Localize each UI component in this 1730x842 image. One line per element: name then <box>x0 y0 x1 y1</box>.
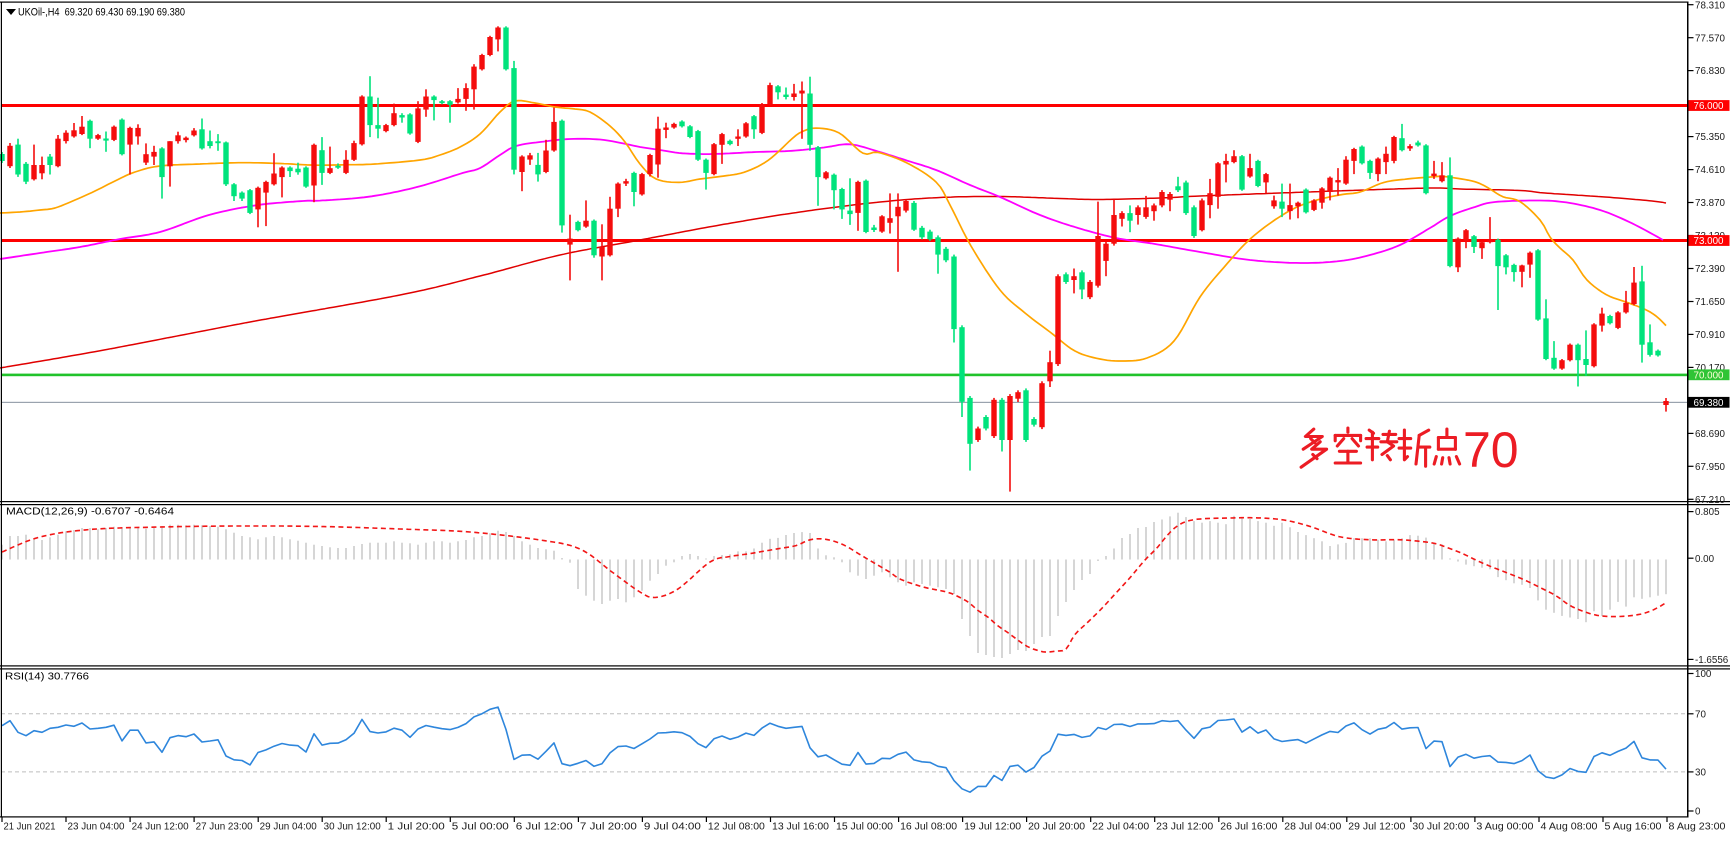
svg-text:5 Aug 16:00: 5 Aug 16:00 <box>1605 822 1663 833</box>
svg-text:16 Jul 08:00: 16 Jul 08:00 <box>900 822 958 833</box>
svg-text:23 Jun 04:00: 23 Jun 04:00 <box>68 822 126 833</box>
svg-text:29 Jul 12:00: 29 Jul 12:00 <box>1348 822 1406 833</box>
svg-text:MACD(12,26,9) -0.6707 -0.6464: MACD(12,26,9) -0.6707 -0.6464 <box>6 507 174 518</box>
svg-text:70.910: 70.910 <box>1695 330 1726 341</box>
svg-text:72.390: 72.390 <box>1695 264 1726 275</box>
svg-text:22 Jul 04:00: 22 Jul 04:00 <box>1092 822 1150 833</box>
svg-text:100: 100 <box>1695 669 1712 680</box>
svg-text:70: 70 <box>1695 709 1706 720</box>
svg-text:71.650: 71.650 <box>1695 297 1726 308</box>
svg-text:15 Jul 00:00: 15 Jul 00:00 <box>836 822 894 833</box>
svg-text:6 Jul 12:00: 6 Jul 12:00 <box>516 822 574 833</box>
svg-text:24 Jun 12:00: 24 Jun 12:00 <box>132 822 190 833</box>
svg-text:0: 0 <box>1695 807 1701 818</box>
svg-text:26 Jul 16:00: 26 Jul 16:00 <box>1220 822 1278 833</box>
svg-text:30 Jun 12:00: 30 Jun 12:00 <box>324 822 382 833</box>
svg-text:1 Jul 20:00: 1 Jul 20:00 <box>388 822 446 833</box>
svg-text:4 Aug 08:00: 4 Aug 08:00 <box>1541 822 1599 833</box>
svg-text:0.805: 0.805 <box>1695 507 1720 518</box>
svg-text:78.310: 78.310 <box>1695 0 1726 11</box>
svg-text:28 Jul 04:00: 28 Jul 04:00 <box>1284 822 1342 833</box>
svg-text:73.000: 73.000 <box>1694 236 1725 247</box>
svg-text:68.690: 68.690 <box>1695 429 1726 440</box>
svg-text:0.00: 0.00 <box>1695 554 1715 565</box>
svg-text:30: 30 <box>1695 768 1706 779</box>
svg-text:-1.6556: -1.6556 <box>1695 655 1729 666</box>
svg-text:20 Jul 20:00: 20 Jul 20:00 <box>1028 822 1086 833</box>
svg-text:30 Jul 20:00: 30 Jul 20:00 <box>1412 822 1470 833</box>
svg-text:13 Jul 16:00: 13 Jul 16:00 <box>772 822 830 833</box>
svg-text:69.380: 69.380 <box>1694 398 1725 409</box>
svg-text:77.570: 77.570 <box>1695 33 1726 44</box>
svg-text:RSI(14) 30.7766: RSI(14) 30.7766 <box>5 672 89 683</box>
svg-text:70.000: 70.000 <box>1694 370 1725 381</box>
svg-text:3 Aug 00:00: 3 Aug 00:00 <box>1476 822 1534 833</box>
svg-text:70: 70 <box>1463 422 1519 478</box>
svg-text:74.610: 74.610 <box>1695 165 1726 176</box>
svg-text:70.170: 70.170 <box>1695 363 1726 374</box>
svg-text:67.210: 67.210 <box>1695 495 1726 506</box>
svg-text:12 Jul 08:00: 12 Jul 08:00 <box>708 822 766 833</box>
svg-text:27 Jun 23:00: 27 Jun 23:00 <box>196 822 254 833</box>
svg-text:76.830: 76.830 <box>1695 66 1726 77</box>
svg-text:76.000: 76.000 <box>1694 101 1725 112</box>
svg-text:75.350: 75.350 <box>1695 132 1726 143</box>
svg-text:29 Jun 04:00: 29 Jun 04:00 <box>260 822 318 833</box>
svg-text:21 Jun 2021: 21 Jun 2021 <box>4 822 56 833</box>
svg-text:UKOil-,H4 69.320 69.430 69.19: UKOil-,H4 69.320 69.430 69.190 69.380 <box>18 7 185 19</box>
svg-text:8 Aug 23:00: 8 Aug 23:00 <box>1669 822 1727 833</box>
svg-text:7 Jul 20:00: 7 Jul 20:00 <box>580 822 638 833</box>
svg-text:9 Jul 04:00: 9 Jul 04:00 <box>644 822 702 833</box>
svg-text:5 Jul 00:00: 5 Jul 00:00 <box>452 822 510 833</box>
svg-text:19 Jul 12:00: 19 Jul 12:00 <box>964 822 1022 833</box>
svg-text:23 Jul 12:00: 23 Jul 12:00 <box>1156 822 1214 833</box>
svg-text:73.870: 73.870 <box>1695 198 1726 209</box>
svg-text:67.950: 67.950 <box>1695 462 1726 473</box>
